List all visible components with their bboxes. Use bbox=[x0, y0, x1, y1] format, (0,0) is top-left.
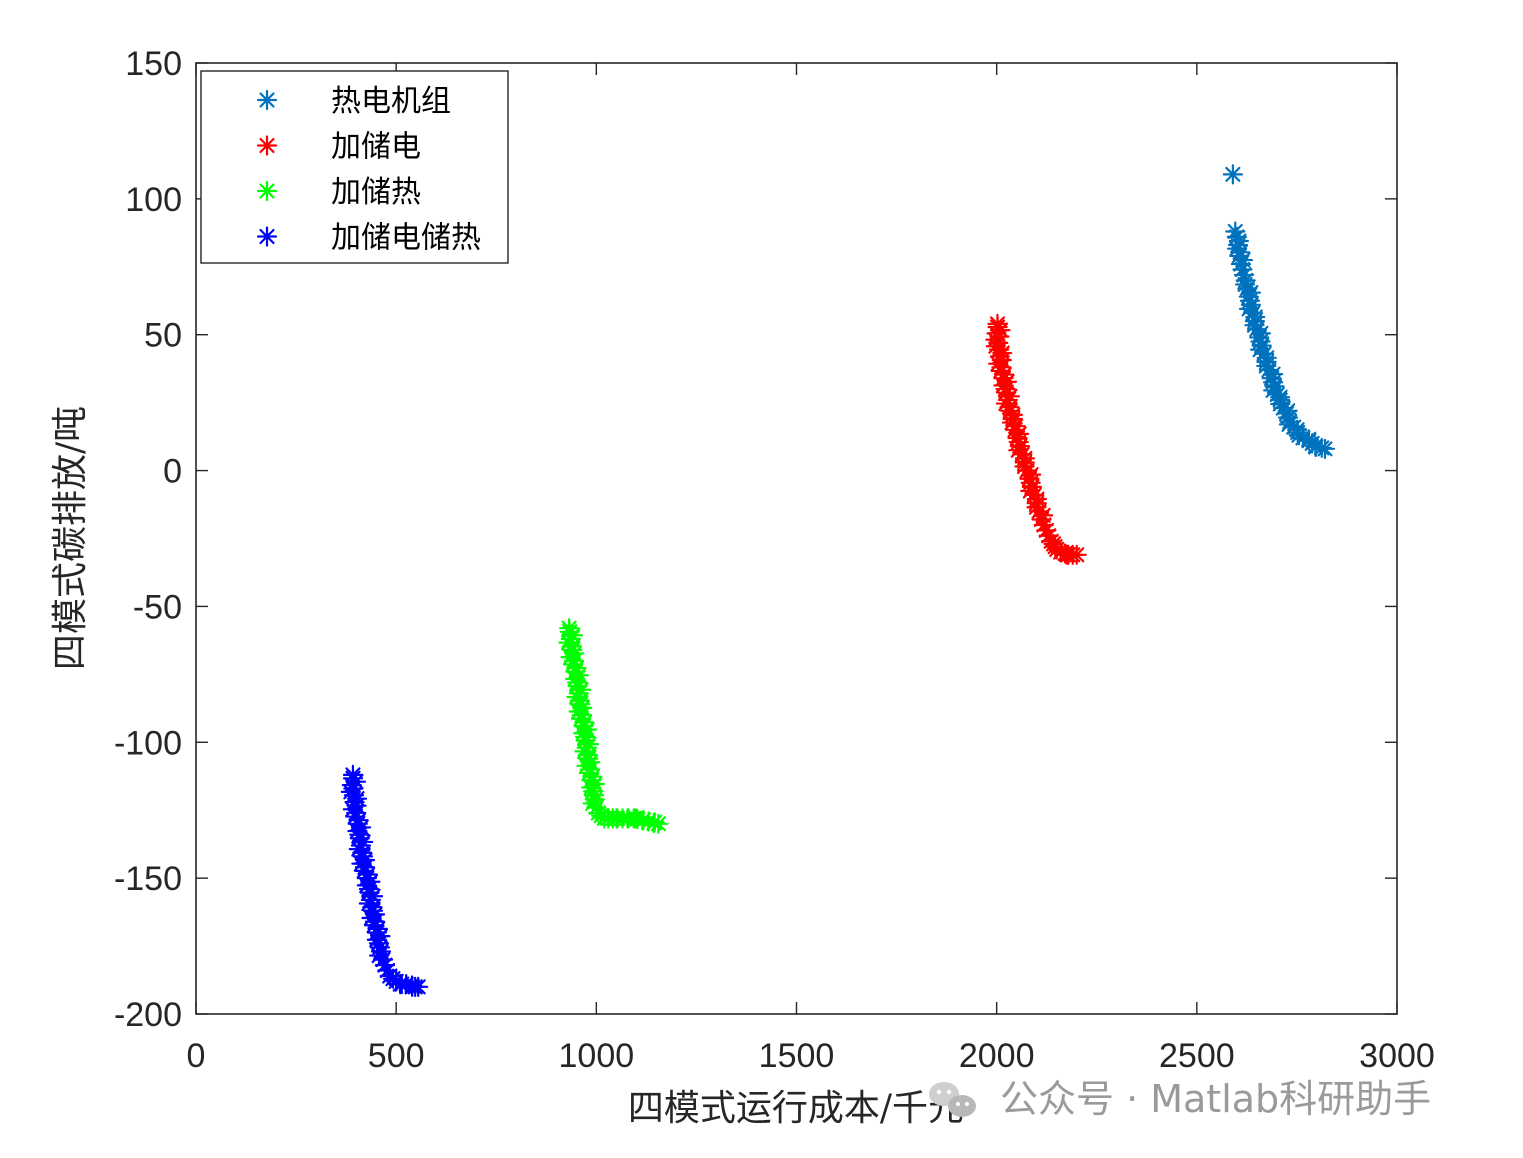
legend-box bbox=[200, 70, 509, 264]
data-point bbox=[648, 813, 669, 834]
y-tick-label: -100 bbox=[114, 724, 182, 762]
legend-marker bbox=[256, 89, 278, 111]
y-axis-title: 四模式碳排放/吨 bbox=[50, 406, 91, 670]
x-tick-label: 2000 bbox=[959, 1037, 1035, 1075]
legend-label: 加储热 bbox=[331, 175, 421, 210]
legend-marker bbox=[256, 135, 278, 156]
legend-item: 加储电储热 bbox=[256, 221, 481, 256]
x-tick-label: 500 bbox=[368, 1037, 425, 1075]
data-point bbox=[1033, 514, 1055, 536]
x-axis-title: 四模式运行成本/千元 bbox=[628, 1088, 964, 1129]
legend-label: 热电机组 bbox=[331, 84, 451, 119]
y-tick-label: 0 bbox=[163, 453, 182, 491]
data-point bbox=[1314, 438, 1336, 459]
legend-label: 加储电 bbox=[331, 130, 421, 165]
series-1 bbox=[985, 313, 1087, 565]
legend-marker bbox=[256, 226, 278, 247]
series-3 bbox=[340, 764, 429, 997]
legend-item: 加储热 bbox=[256, 175, 421, 210]
x-tick-label: 1500 bbox=[759, 1037, 835, 1075]
wechat-icon bbox=[929, 1082, 976, 1117]
data-point bbox=[1222, 164, 1243, 185]
y-tick-label: 50 bbox=[144, 317, 182, 355]
x-tick-label: 0 bbox=[187, 1037, 206, 1075]
y-tick-label: 150 bbox=[125, 45, 182, 83]
legend-marker bbox=[256, 180, 278, 202]
plot-frame bbox=[195, 62, 1398, 1015]
legend-item: 加储电 bbox=[256, 130, 421, 165]
legend-label: 加储电储热 bbox=[331, 221, 481, 256]
data-point bbox=[1066, 544, 1087, 565]
y-tick-label: -150 bbox=[114, 860, 182, 898]
y-tick-label: 100 bbox=[125, 181, 182, 219]
y-tick-label: -50 bbox=[133, 588, 182, 626]
series-0 bbox=[1222, 164, 1336, 459]
watermark: 公众号 · Matlab科研助手 bbox=[929, 1077, 1431, 1121]
x-tick-label: 2500 bbox=[1159, 1037, 1235, 1075]
series-2 bbox=[558, 618, 669, 834]
y-tick-label: -200 bbox=[114, 996, 182, 1034]
legend-item: 热电机组 bbox=[256, 84, 451, 119]
x-tick-label: 1000 bbox=[559, 1037, 635, 1075]
axis-ticks: 0 500 1000 1500 2000 2500 3000150100500-50-100… bbox=[114, 45, 1435, 1075]
data-markers bbox=[340, 164, 1336, 997]
watermark-text: 公众号 · Matlab科研助手 bbox=[1000, 1077, 1431, 1121]
data-point bbox=[408, 976, 429, 997]
x-tick-label: 3000 bbox=[1359, 1037, 1435, 1075]
